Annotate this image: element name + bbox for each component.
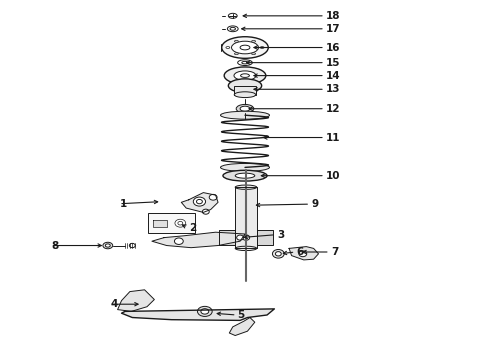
Text: 13: 13 (326, 84, 341, 94)
Ellipse shape (221, 37, 269, 58)
Ellipse shape (129, 243, 135, 248)
Ellipse shape (235, 185, 257, 189)
Ellipse shape (105, 244, 110, 247)
Ellipse shape (260, 46, 264, 48)
Text: 15: 15 (326, 58, 341, 68)
Ellipse shape (235, 246, 257, 251)
Ellipse shape (226, 46, 230, 48)
Text: 11: 11 (326, 132, 341, 143)
Polygon shape (229, 318, 255, 336)
Polygon shape (235, 187, 257, 248)
Ellipse shape (209, 194, 217, 200)
Ellipse shape (234, 92, 256, 98)
Ellipse shape (232, 41, 259, 54)
Ellipse shape (242, 235, 249, 240)
Text: 7: 7 (331, 247, 338, 257)
Ellipse shape (235, 173, 255, 178)
Ellipse shape (228, 79, 262, 93)
Ellipse shape (220, 111, 270, 119)
Bar (234, 86, 256, 95)
Text: 18: 18 (326, 11, 341, 21)
Text: 17: 17 (326, 24, 341, 34)
Ellipse shape (230, 27, 236, 30)
Ellipse shape (236, 104, 254, 113)
Ellipse shape (178, 221, 183, 225)
Text: 10: 10 (326, 171, 341, 181)
Ellipse shape (252, 40, 256, 42)
Ellipse shape (103, 242, 113, 249)
Ellipse shape (175, 219, 186, 227)
Ellipse shape (227, 26, 238, 32)
Polygon shape (153, 220, 167, 227)
Polygon shape (219, 230, 235, 245)
Text: 8: 8 (51, 240, 59, 251)
Text: 2: 2 (189, 222, 196, 233)
Ellipse shape (193, 197, 206, 206)
Text: 4: 4 (110, 299, 118, 309)
Ellipse shape (241, 74, 249, 77)
Text: 1: 1 (120, 199, 127, 209)
Text: 16: 16 (326, 42, 341, 53)
Ellipse shape (238, 60, 252, 66)
Text: 5: 5 (238, 310, 245, 320)
Polygon shape (289, 247, 318, 260)
Ellipse shape (240, 45, 250, 50)
Text: 9: 9 (311, 199, 318, 209)
Ellipse shape (228, 13, 237, 18)
Ellipse shape (201, 309, 209, 314)
Ellipse shape (299, 251, 307, 257)
Ellipse shape (234, 40, 238, 42)
Polygon shape (122, 309, 274, 320)
Ellipse shape (223, 170, 267, 181)
Polygon shape (118, 290, 154, 311)
Ellipse shape (220, 163, 270, 171)
Text: 3: 3 (277, 230, 284, 240)
Ellipse shape (174, 238, 183, 244)
Text: 6: 6 (296, 247, 304, 257)
Ellipse shape (272, 249, 284, 258)
Polygon shape (152, 232, 245, 248)
Bar (148, 213, 195, 233)
Ellipse shape (237, 235, 244, 240)
Text: 12: 12 (326, 104, 341, 114)
Ellipse shape (275, 252, 281, 256)
Ellipse shape (240, 106, 250, 111)
Ellipse shape (234, 71, 256, 80)
Text: 14: 14 (326, 71, 341, 81)
Ellipse shape (202, 209, 209, 214)
Ellipse shape (196, 199, 202, 204)
Polygon shape (181, 193, 218, 212)
Ellipse shape (224, 67, 266, 84)
Ellipse shape (197, 306, 212, 316)
Ellipse shape (234, 53, 238, 55)
Ellipse shape (252, 53, 256, 55)
Polygon shape (257, 230, 273, 245)
Ellipse shape (242, 62, 248, 64)
